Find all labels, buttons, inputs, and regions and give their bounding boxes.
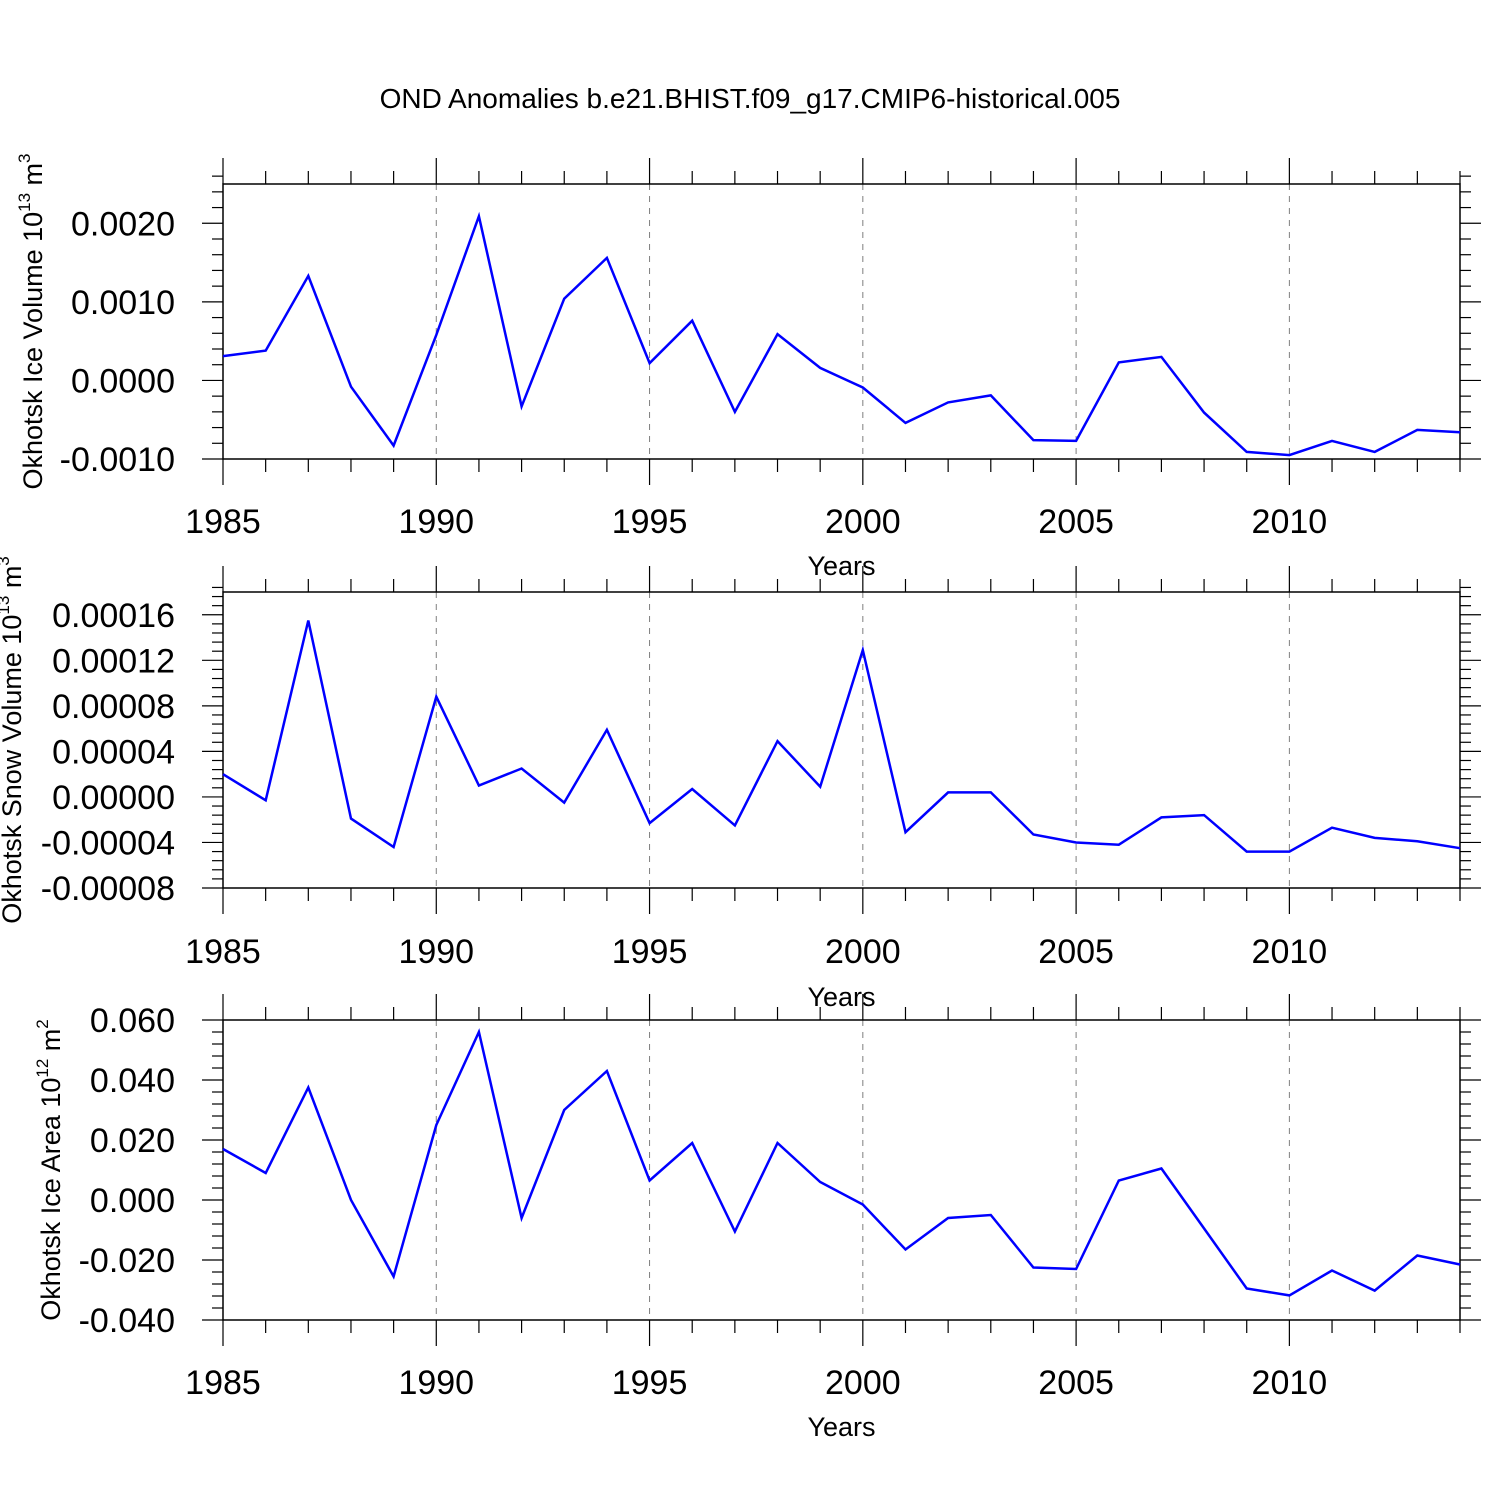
x-tick-label: 2000 — [825, 503, 901, 541]
y-tick-label: 0.00004 — [52, 733, 175, 771]
y-tick-label: -0.020 — [79, 1242, 175, 1280]
x-axis-title: Years — [807, 551, 875, 581]
x-tick-label: 2010 — [1252, 503, 1328, 541]
x-tick-label: 1990 — [398, 1364, 474, 1402]
series-line — [222, 211, 1461, 457]
y-tick-label: 0.020 — [90, 1122, 175, 1160]
panel-3: -0.040 -0.020 0.000 0.020 0.040 0.060 1985 1990… — [33, 994, 1481, 1442]
x-axis-title: Years — [807, 1412, 875, 1442]
y-tick-label: 0.0000 — [71, 362, 175, 400]
x-tick-label: 1985 — [185, 1364, 261, 1402]
y-tick-label: 0.040 — [90, 1062, 175, 1100]
x-tick-label: 2005 — [1038, 1364, 1114, 1402]
x-tick-label: 2010 — [1252, 1364, 1328, 1402]
y-tick-label: 0.00000 — [52, 779, 175, 817]
y-tick-label: 0.0020 — [71, 205, 175, 243]
x-tick-label: 2005 — [1038, 933, 1114, 971]
y-tick-label: 0.060 — [90, 1002, 175, 1040]
series-line — [222, 620, 1461, 853]
y-axis-label: Okhotsk Snow Volume 1013 m3 — [0, 556, 27, 924]
y-tick-label: 0.00012 — [52, 642, 175, 680]
y-tick-label: 0.0010 — [71, 284, 175, 322]
y-tick-label: -0.00004 — [41, 824, 175, 862]
y-axis-label: Okhotsk Ice Volume 1013 m3 — [15, 153, 48, 489]
y-tick-label: -0.0010 — [60, 441, 175, 479]
x-tick-label: 2010 — [1252, 933, 1328, 971]
x-axis-title: Years — [807, 982, 875, 1012]
y-tick-label: 0.00008 — [52, 688, 175, 726]
x-tick-label: 2000 — [825, 933, 901, 971]
y-tick-label: 0.000 — [90, 1182, 175, 1220]
y-axis-label: Okhotsk Ice Area 1012 m2 — [33, 1019, 66, 1321]
panel-2: -0.00008 -0.00004 0.00000 0.00004 0.00008 0.0… — [0, 556, 1481, 1012]
plot-frame — [222, 591, 1461, 889]
x-tick-label: 2005 — [1038, 503, 1114, 541]
series-line — [222, 1028, 1461, 1297]
x-tick-label: 1995 — [612, 933, 688, 971]
figure-title: OND Anomalies b.e21.BHIST.f09_g17.CMIP6-… — [380, 83, 1121, 114]
panel-1: -0.0010 0.0000 0.0010 0.0020 1985 1990 1995 200… — [15, 153, 1481, 581]
x-tick-label: 1990 — [398, 933, 474, 971]
panels: -0.0010 0.0000 0.0010 0.0020 1985 1990 1995 200… — [0, 153, 1481, 1442]
y-tick-label: -0.040 — [79, 1302, 175, 1340]
plot-frame — [222, 1019, 1461, 1321]
x-tick-label: 1985 — [185, 503, 261, 541]
x-tick-label: 1990 — [398, 503, 474, 541]
y-tick-label: -0.00008 — [41, 870, 175, 908]
y-tick-label: 0.00016 — [52, 597, 175, 635]
x-tick-label: 2000 — [825, 1364, 901, 1402]
plot-frame — [222, 183, 1461, 460]
x-tick-label: 1995 — [612, 1364, 688, 1402]
x-tick-label: 1985 — [185, 933, 261, 971]
x-tick-label: 1995 — [612, 503, 688, 541]
